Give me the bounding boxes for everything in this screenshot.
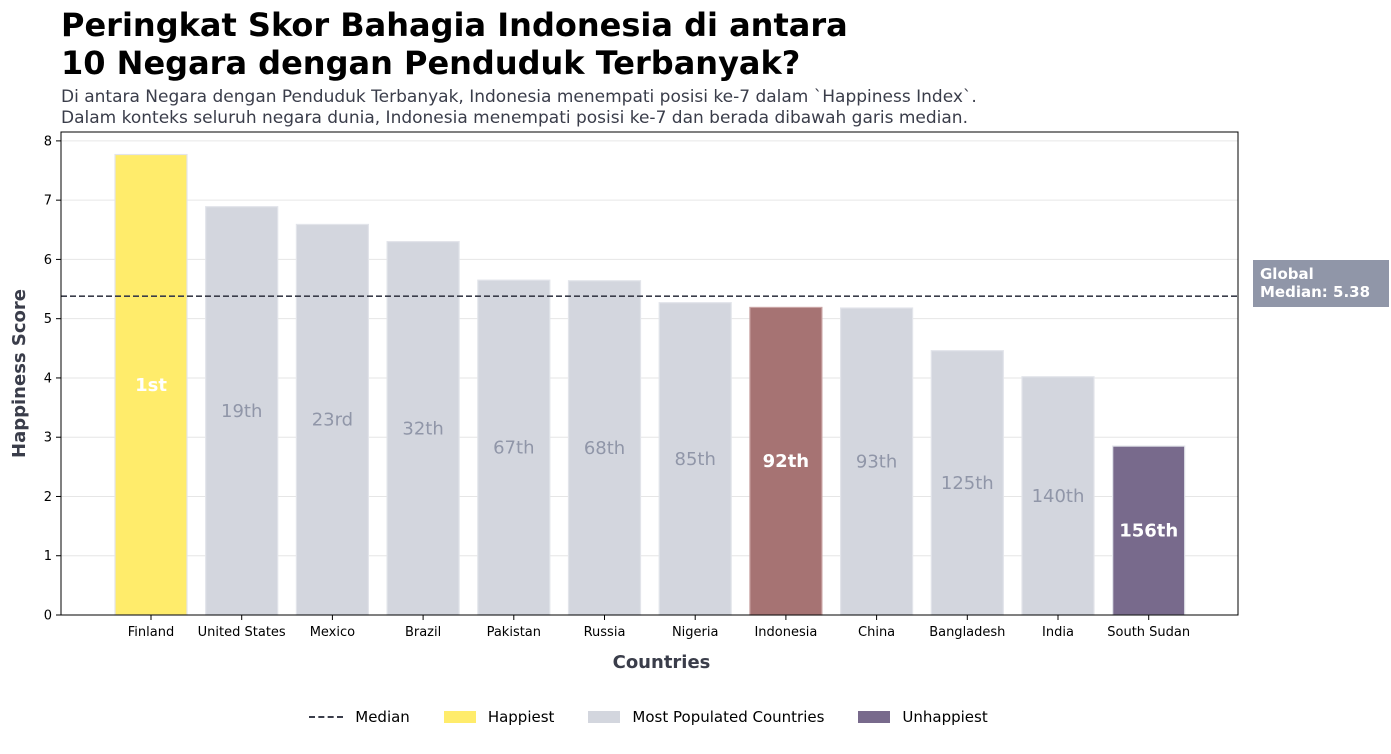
rank-label: 23rd — [312, 410, 353, 431]
y-tick-label: 6 — [44, 253, 52, 268]
legend-unhappiest-swatch — [858, 711, 890, 723]
legend-happiest-label: Happiest — [488, 708, 555, 726]
chart-legend: Median Happiest Most Populated Countries… — [0, 708, 1297, 726]
y-tick-label: 8 — [44, 134, 52, 149]
median-annotation-text: Global — [1260, 265, 1314, 283]
x-tick-label: Pakistan — [487, 625, 541, 640]
y-tick-label: 1 — [44, 549, 52, 564]
y-tick-label: 2 — [44, 490, 52, 505]
rank-label: 19th — [221, 401, 262, 422]
x-tick-label: United States — [198, 625, 286, 640]
x-tick-label: Indonesia — [754, 625, 817, 640]
x-axis-title: Countries — [613, 652, 711, 673]
rank-label: 1st — [135, 375, 167, 396]
rank-label: 85th — [675, 449, 716, 470]
legend-item-median: Median — [309, 708, 410, 726]
x-tick-label: Mexico — [310, 625, 355, 640]
rank-label: 140th — [1032, 486, 1085, 507]
x-tick-label: Russia — [584, 625, 626, 640]
legend-median-swatch — [309, 716, 343, 718]
rank-label: 32th — [402, 418, 443, 439]
y-tick-label: 3 — [44, 431, 52, 446]
bar-chart: 0 1 2 3 4 5 6 7 8 1st 19th 23rd 32th 67th 68th 85th 92th… — [0, 0, 1391, 700]
x-tick-label: India — [1042, 625, 1074, 640]
rank-label: 125th — [941, 473, 994, 494]
y-tick-label: 0 — [44, 609, 52, 624]
legend-populated-label: Most Populated Countries — [632, 708, 824, 726]
x-tick-label: Bangladesh — [929, 625, 1005, 640]
x-tick-label: South Sudan — [1107, 625, 1190, 640]
x-tick-label: China — [858, 625, 895, 640]
rank-label: 93th — [856, 452, 897, 473]
median-annotation-text: Median: 5.38 — [1260, 283, 1370, 301]
rank-label: 156th — [1119, 521, 1178, 542]
x-tick-label: Finland — [128, 625, 174, 640]
rank-label: 92th — [763, 451, 809, 472]
x-tick-label: Nigeria — [672, 625, 719, 640]
y-tick-label: 7 — [44, 194, 52, 209]
legend-item-populated: Most Populated Countries — [588, 708, 824, 726]
legend-unhappiest-label: Unhappiest — [902, 708, 987, 726]
legend-populated-swatch — [588, 711, 620, 723]
legend-item-happiest: Happiest — [444, 708, 555, 726]
legend-median-label: Median — [355, 708, 410, 726]
legend-happiest-swatch — [444, 711, 476, 723]
y-tick-label: 4 — [44, 371, 52, 386]
x-tick-label: Brazil — [405, 625, 441, 640]
rank-label: 68th — [584, 438, 625, 459]
rank-label: 67th — [493, 438, 534, 459]
y-axis-title: Happiness Score — [9, 289, 30, 458]
legend-item-unhappiest: Unhappiest — [858, 708, 987, 726]
y-tick-label: 5 — [44, 312, 52, 327]
